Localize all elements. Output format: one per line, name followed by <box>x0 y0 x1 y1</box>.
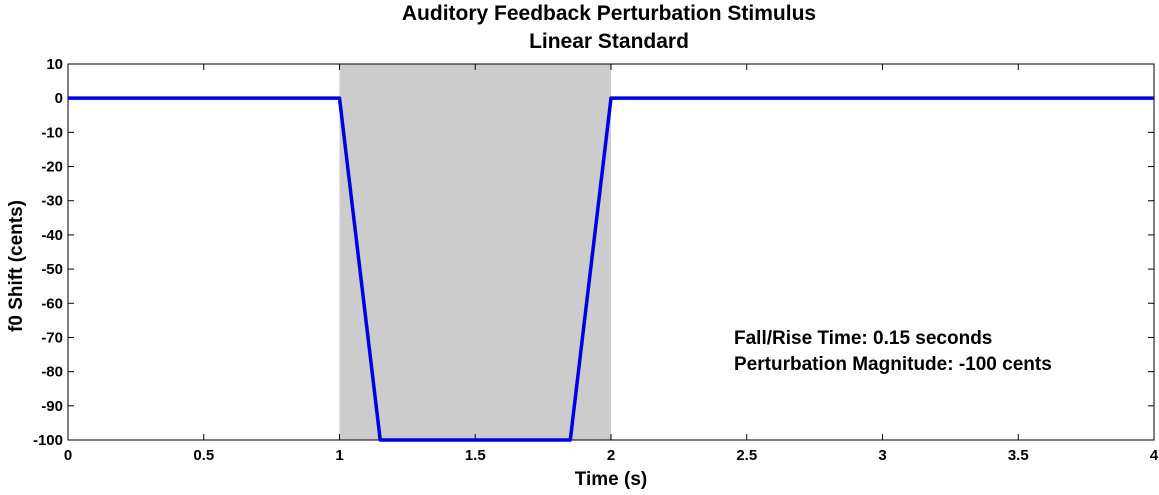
series-line <box>68 96 1154 442</box>
x-tick-label: 4 <box>1150 447 1159 464</box>
y-tick-label: -50 <box>41 261 63 278</box>
y-tick-label: 0 <box>55 90 63 107</box>
chart-title: Auditory Feedback Perturbation Stimulus <box>402 2 816 25</box>
plot-area: 0 0.5 1 1.5 2 2.5 3 3.5 4 10 0 -10 -20 -30 -40 -50 -60 -7… <box>33 56 1159 464</box>
x-tick-label: 1.5 <box>465 447 486 464</box>
x-tick-label: 2.5 <box>736 447 757 464</box>
y-tick-label: -10 <box>41 124 63 141</box>
y-tick-label: -70 <box>41 329 63 346</box>
y-tick-label: -40 <box>41 227 63 244</box>
y-tick-label: -60 <box>41 295 63 312</box>
x-tick-label: 0 <box>64 447 72 464</box>
y-tick-label: -20 <box>41 159 63 176</box>
x-tick-label: 3.5 <box>1008 447 1029 464</box>
shaded-region <box>339 64 611 440</box>
annotation-perturbation-magnitude: Perturbation Magnitude: -100 cents <box>734 354 1052 375</box>
y-tick-label: 10 <box>46 56 63 73</box>
annotation-fall-rise-time: Fall/Rise Time: 0.15 seconds <box>734 328 992 349</box>
y-tick-label: -90 <box>41 398 63 415</box>
x-axis-label: Time (s) <box>575 469 648 490</box>
y-tick-label: -80 <box>41 364 63 381</box>
x-tick-label: 3 <box>878 447 886 464</box>
y-tick-label: -30 <box>41 193 63 210</box>
x-tick-label: 2 <box>607 447 615 464</box>
y-axis-label: f0 Shift (cents) <box>6 200 27 332</box>
x-tick-label: 1 <box>335 447 343 464</box>
chart-subtitle: Linear Standard <box>529 30 689 53</box>
x-tick-label: 0.5 <box>193 447 214 464</box>
y-tick-label: -100 <box>33 432 63 449</box>
